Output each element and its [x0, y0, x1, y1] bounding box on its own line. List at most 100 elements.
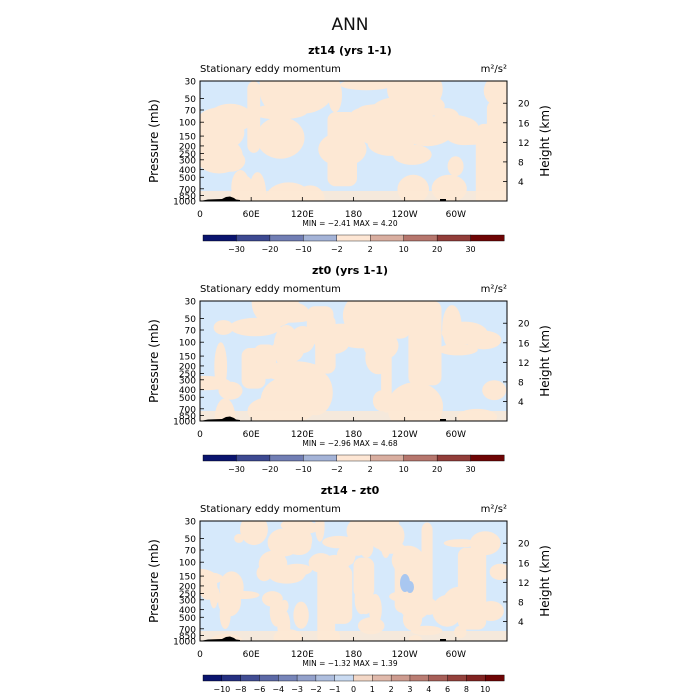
positive-region	[392, 144, 432, 165]
y-tick-label: 1000	[173, 638, 196, 648]
y-tick-label: 70	[185, 326, 197, 336]
panel-3: zt14 - zt0 Stationary eddy momentum m²/s² 3…	[147, 484, 552, 694]
y-tick-label: 150	[179, 133, 196, 143]
colorbar-label: −30	[228, 245, 245, 254]
colorbar-label: 10	[480, 685, 490, 694]
x-tick-label: 120W	[392, 650, 418, 660]
y-tick-label: 200	[179, 582, 196, 592]
colorbar-swatch	[409, 674, 430, 682]
y-tick-label: 500	[179, 394, 196, 404]
colorbar-label: 2	[389, 685, 394, 694]
y-tick-label: 150	[179, 573, 196, 583]
y-tick-label: 200	[179, 362, 196, 372]
positive-region	[401, 115, 453, 147]
min-max-stats: MIN = −1.32 MAX = 1.39	[302, 659, 397, 668]
colorbar-label: −30	[228, 465, 245, 474]
y-right-tick-label: 20	[518, 540, 530, 550]
colorbar-label: 10	[399, 465, 409, 474]
y-tick-label: 50	[185, 95, 197, 105]
x-tick-label: 180	[345, 210, 362, 220]
colorbar-swatch	[370, 234, 405, 242]
colorbar-swatch	[269, 234, 304, 242]
y-tick-label: 850	[179, 412, 196, 422]
y-right-tick-label: 4	[518, 618, 524, 628]
y-tick-label: 850	[179, 192, 196, 202]
y-right-tick-label: 8	[518, 378, 524, 388]
colorbar-swatch	[436, 234, 472, 242]
positive-region	[267, 528, 300, 557]
y-right-tick-label: 20	[518, 320, 530, 330]
positive-region	[328, 81, 342, 113]
positive-region	[294, 569, 306, 579]
y-right-tick-label: 12	[518, 359, 529, 369]
positive-region	[200, 572, 224, 585]
positive-region	[506, 87, 507, 139]
figure-title: ANN	[331, 15, 368, 35]
positive-region	[269, 596, 284, 627]
colorbar-swatch	[336, 234, 371, 242]
positive-region	[465, 330, 502, 350]
positive-region	[402, 607, 423, 631]
y-tick-label: 70	[185, 106, 197, 116]
y-tick-label: 500	[179, 174, 196, 184]
colorbar-label: −10	[295, 465, 312, 474]
positive-region	[353, 557, 375, 598]
positive-region	[421, 522, 433, 614]
panel-subtitle: Stationary eddy momentum	[200, 64, 341, 75]
x-tick-label: 180	[345, 650, 362, 660]
positive-region	[259, 81, 293, 112]
y-tick-label: 100	[179, 119, 196, 129]
colorbar-swatch	[236, 454, 271, 462]
y-tick-label: 250	[179, 590, 196, 600]
x-tick-label: 120W	[392, 210, 418, 220]
panel-units: m²/s²	[481, 64, 507, 75]
positive-region	[214, 342, 228, 392]
panel-subtitle: Stationary eddy momentum	[200, 504, 341, 515]
y-tick-label: 400	[179, 606, 196, 616]
positive-region	[489, 89, 507, 180]
positive-region	[353, 110, 401, 146]
y-tick-label: 100	[179, 559, 196, 569]
colorbar-swatch	[470, 454, 505, 462]
y-right-tick-label: 16	[518, 119, 530, 129]
positive-region	[260, 376, 320, 421]
x-tick-label: 0	[197, 210, 203, 220]
surface-band	[200, 411, 507, 421]
colorbar-label: 2	[368, 465, 373, 474]
y-tick-label: 400	[179, 386, 196, 396]
panel-units: m²/s²	[481, 284, 507, 295]
positive-region	[241, 348, 266, 389]
y-axis-label: Pressure (mb)	[147, 319, 161, 403]
colorbar: −30 −20 −10 −2 2 10 20 30	[202, 454, 505, 474]
positive-region	[200, 107, 243, 135]
colorbar-label: 6	[445, 685, 450, 694]
colorbar-label: −2	[331, 245, 343, 254]
colorbar-swatch	[303, 454, 338, 462]
y-tick-label: 400	[179, 166, 196, 176]
positive-region	[381, 341, 392, 413]
x-tick-label: 180	[345, 430, 362, 440]
colorbar-label: 3	[407, 685, 412, 694]
positive-region	[240, 521, 268, 546]
colorbar-swatch	[240, 674, 260, 682]
x-tick-label: 0	[197, 650, 203, 660]
positive-region	[447, 156, 464, 177]
panel-title: zt0 (yrs 1-1)	[312, 264, 388, 277]
colorbar-label: −20	[261, 465, 278, 474]
colorbar-label: −8	[235, 685, 247, 694]
positive-region	[219, 600, 231, 629]
contour-field	[200, 521, 507, 641]
y-right-tick-label: 20	[518, 100, 530, 110]
colorbar-label: 0	[351, 685, 356, 694]
y-tick-label: 250	[179, 150, 196, 160]
positive-region	[336, 545, 355, 567]
y-tick-label: 300	[179, 376, 196, 386]
y-right-tick-label: 4	[518, 178, 524, 188]
y-tick-label: 700	[179, 405, 196, 415]
topography	[440, 419, 446, 421]
y-axis-label: Pressure (mb)	[147, 99, 161, 183]
positive-region	[482, 380, 507, 401]
colorbar-swatch	[315, 674, 336, 682]
panel-1: zt14 (yrs 1-1) Stationary eddy momentum m²…	[147, 44, 552, 254]
